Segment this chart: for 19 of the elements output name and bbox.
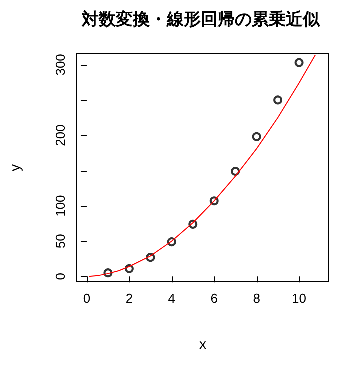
chart-title: 対数変換・線形回帰の累乗近似 [81, 10, 321, 29]
point [274, 96, 283, 105]
x-tick-label: 10 [292, 291, 307, 306]
point [252, 132, 262, 142]
y-tick-label: 300 [53, 54, 68, 76]
x-tick-label: 8 [253, 291, 260, 306]
x-tick-label: 4 [168, 291, 176, 306]
point [231, 166, 240, 176]
x-tick-label: 2 [126, 291, 134, 306]
x-axis-title: x [200, 336, 206, 352]
point [294, 58, 304, 68]
line-series [88, 54, 316, 278]
y-tick-label: 100 [53, 195, 68, 217]
y-tick-label: 0 [53, 273, 68, 280]
x-tick-label: 6 [210, 291, 218, 306]
y-axis-title: y [7, 164, 23, 172]
x-tick-label: 0 [83, 291, 91, 306]
y-tick-label: 50 [53, 234, 68, 249]
y-tick-label: 200 [53, 124, 68, 146]
